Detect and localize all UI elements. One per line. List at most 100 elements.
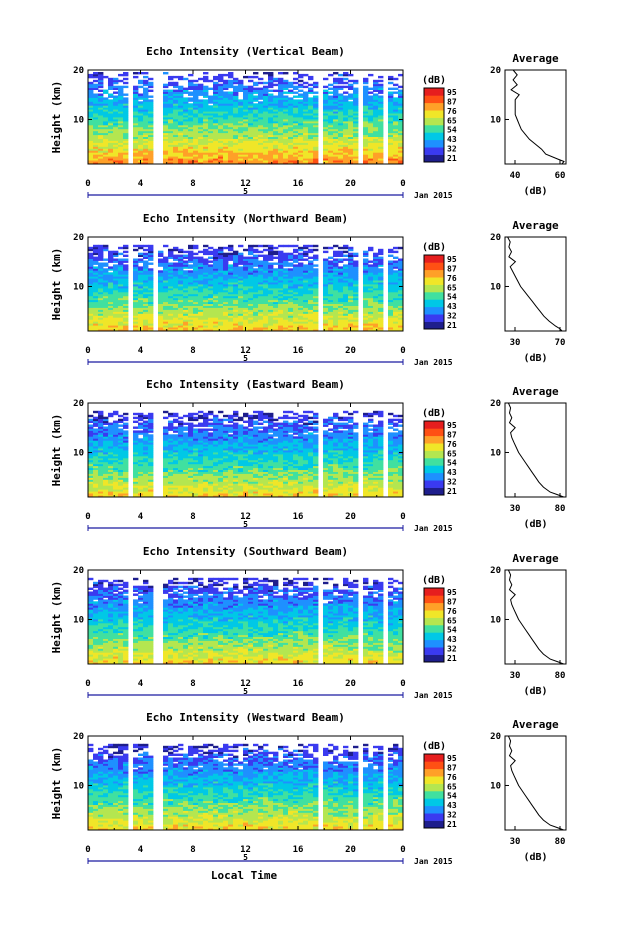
x-tick-label: 8 [190, 346, 195, 356]
average-y-tick-label: 20 [490, 66, 501, 76]
day-marker: 5 [243, 853, 248, 862]
x-tick-label: 8 [190, 512, 195, 522]
x-tick-label: 0 [400, 845, 405, 855]
x-tick-label: 20 [345, 512, 356, 522]
x-tick-label: 8 [190, 179, 195, 189]
y-axis-label: Height (km) [50, 81, 63, 154]
colorbar-tick-label: 95 [447, 588, 457, 597]
x-tick-label: 20 [345, 179, 356, 189]
colorbar-tick-label: 32 [447, 478, 457, 487]
colorbar-segment [424, 451, 444, 459]
colorbar-tick-label: 32 [447, 312, 457, 321]
colorbar-segment [424, 610, 444, 618]
colorbar-tick-label: 65 [447, 116, 457, 125]
x-tick-label: 0 [400, 346, 405, 356]
x-tick-label: 20 [345, 346, 356, 356]
average-profile-line [508, 237, 562, 331]
date-label: Jan 2015 [414, 191, 453, 200]
x-tick-label: 20 [345, 679, 356, 689]
average-frame [505, 237, 566, 331]
colorbar-segment [424, 488, 444, 496]
average-y-tick-label: 20 [490, 566, 501, 576]
average-y-tick-label: 20 [490, 233, 501, 243]
y-tick-label: 20 [73, 732, 84, 742]
x-tick-label: 0 [85, 512, 90, 522]
date-label: Jan 2015 [414, 524, 453, 533]
y-axis-label: Height (km) [50, 581, 63, 654]
average-x-tick-label: 60 [555, 171, 566, 181]
colorbar-segment [424, 595, 444, 603]
average-title: Average [512, 718, 559, 731]
colorbar-segment [424, 299, 444, 307]
day-marker: 5 [243, 187, 248, 196]
colorbar-segment [424, 125, 444, 133]
colorbar-tick-label: 95 [447, 754, 457, 763]
y-axis-label: Height (km) [50, 747, 63, 820]
colorbar-tick-label: 32 [447, 811, 457, 820]
y-tick-label: 20 [73, 66, 84, 76]
x-tick-label: 0 [400, 512, 405, 522]
x-tick-label: 16 [293, 179, 304, 189]
panel-title: Echo Intensity (Northward Beam) [143, 212, 348, 225]
colorbar-tick-label: 65 [447, 616, 457, 625]
y-tick-label: 20 [73, 233, 84, 243]
colorbar-segment [424, 307, 444, 315]
x-tick-label: 0 [85, 346, 90, 356]
colorbar-segment [424, 625, 444, 633]
colorbar-segment [424, 322, 444, 330]
colorbar-segment [424, 314, 444, 322]
colorbar-segment [424, 110, 444, 118]
colorbar-segment [424, 132, 444, 140]
colorbar-tick-label: 95 [447, 421, 457, 430]
colorbar-tick-label: 54 [447, 293, 457, 302]
colorbar-segment [424, 754, 444, 762]
colorbar-tick-label: 54 [447, 792, 457, 801]
colorbar-segment [424, 140, 444, 148]
average-y-tick-label: 10 [490, 615, 501, 625]
x-tick-label: 0 [400, 179, 405, 189]
date-label: Jan 2015 [414, 691, 453, 700]
x-tick-label: 20 [345, 845, 356, 855]
colorbar-segment [424, 155, 444, 163]
colorbar-tick-label: 32 [447, 645, 457, 654]
average-title: Average [512, 52, 559, 65]
average-x-tick-label: 30 [510, 671, 521, 681]
colorbar-tick-label: 21 [447, 321, 457, 330]
average-profile-line [508, 403, 563, 497]
colorbar-tick-label: 21 [447, 654, 457, 663]
colorbar-tick-label: 65 [447, 782, 457, 791]
colorbar-segment [424, 428, 444, 436]
colorbar-tick-label: 76 [447, 274, 457, 283]
average-y-tick-label: 20 [490, 732, 501, 742]
colorbar-tick-label: 87 [447, 597, 457, 606]
average-title: Average [512, 552, 559, 565]
colorbar-tick-label: 65 [447, 283, 457, 292]
colorbar-tick-label: 76 [447, 440, 457, 449]
heatmap-cells [88, 411, 403, 498]
y-tick-label: 10 [73, 615, 84, 625]
x-tick-label: 16 [293, 845, 304, 855]
colorbar-unit: (dB) [422, 408, 446, 419]
colorbar-segment [424, 443, 444, 451]
x-tick-label: 0 [85, 679, 90, 689]
colorbar-tick-label: 87 [447, 264, 457, 273]
average-x-label: (dB) [523, 186, 547, 197]
colorbar-tick-label: 76 [447, 607, 457, 616]
average-frame [505, 403, 566, 497]
y-tick-label: 10 [73, 448, 84, 458]
colorbar-tick-label: 87 [447, 430, 457, 439]
y-tick-label: 20 [73, 566, 84, 576]
colorbar-segment [424, 791, 444, 799]
heatmap-cells [88, 72, 403, 164]
colorbar-segment [424, 640, 444, 648]
average-y-tick-label: 10 [490, 115, 501, 125]
colorbar-tick-label: 87 [447, 763, 457, 772]
colorbar-tick-label: 43 [447, 135, 457, 144]
y-axis-label: Height (km) [50, 248, 63, 321]
colorbar-segment [424, 255, 444, 263]
colorbar-tick-label: 43 [447, 635, 457, 644]
average-y-tick-label: 10 [490, 448, 501, 458]
